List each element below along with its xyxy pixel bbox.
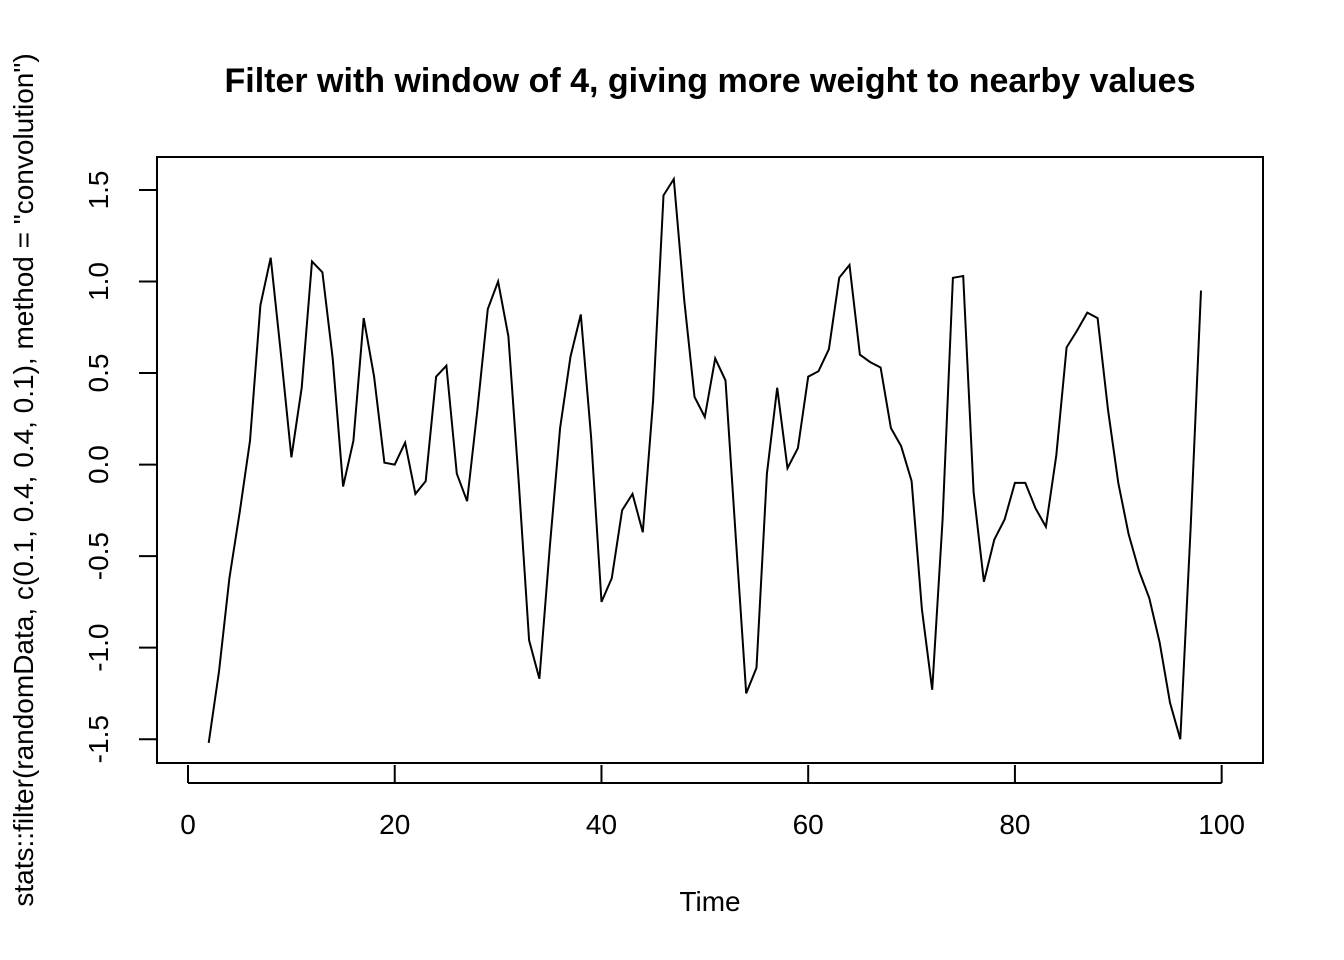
x-tick-label: 40 [586,809,617,840]
y-axis-label: stats::filter(randomData, c(0.1, 0.4, 0.… [8,53,39,906]
x-tick-label: 80 [999,809,1030,840]
y-tick-label: 0.0 [83,445,114,484]
x-axis-label: Time [679,886,740,917]
x-tick-label: 100 [1198,809,1245,840]
data-points [208,178,1201,743]
y-tick-label: 1.5 [83,170,114,209]
chart-title: Filter with window of 4, giving more wei… [224,62,1195,100]
y-axis: -1.5 -1.0 -0.5 0.0 0.5 1.0 1.5 [83,170,158,763]
x-tick-label: 20 [379,809,410,840]
y-tick-label: -1.0 [83,624,114,672]
y-tick-label: -1.5 [83,715,114,763]
series-line [207,175,1202,744]
x-axis: 0 20 40 60 80 100 [180,765,1245,840]
y-tick-label: -0.5 [83,532,114,580]
plot-frame [156,156,1264,764]
x-tick-label: 60 [793,809,824,840]
x-tick-label: 0 [180,809,196,840]
y-tick-label: 0.5 [83,354,114,393]
y-tick-label: 1.0 [83,262,114,301]
